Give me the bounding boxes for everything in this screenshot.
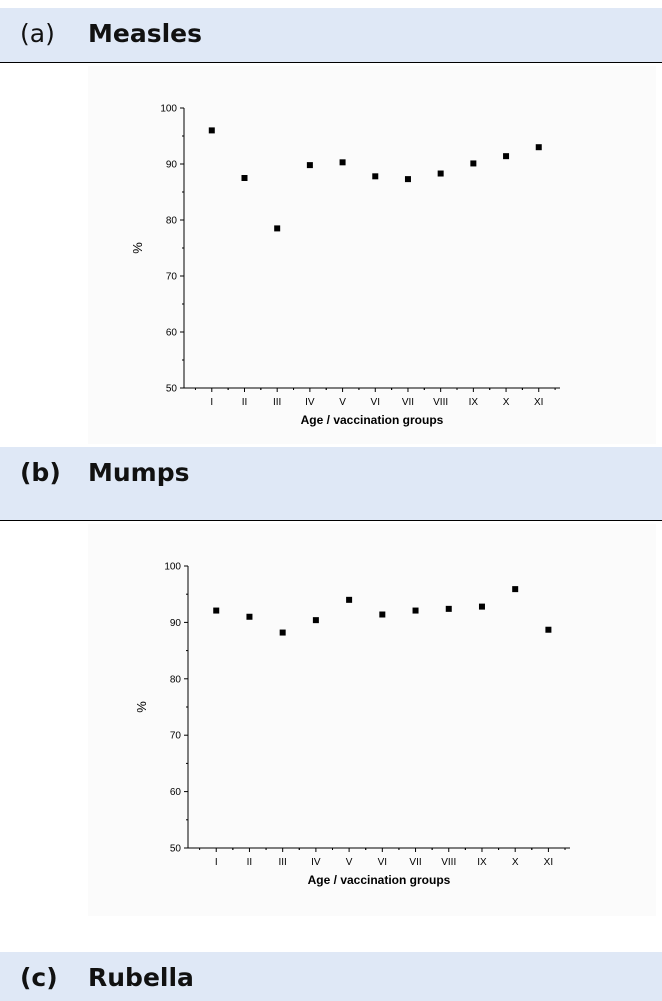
x-tick-label: IV — [311, 857, 321, 868]
y-tick-label: 50 — [166, 384, 178, 395]
plot-background — [88, 524, 656, 916]
data-point — [479, 604, 485, 610]
section-title: Mumps — [88, 458, 190, 487]
y-tick-label: 100 — [160, 104, 177, 115]
x-tick-label: VIII — [433, 397, 448, 408]
x-tick-label: I — [215, 857, 218, 868]
section-title: Measles — [88, 19, 202, 48]
data-point — [346, 597, 352, 603]
y-axis-label: % — [134, 701, 149, 713]
data-point — [209, 127, 215, 133]
data-point — [446, 606, 452, 612]
x-tick-label: VIII — [441, 857, 456, 868]
y-tick-label: 90 — [170, 618, 182, 629]
x-tick-label: II — [247, 857, 253, 868]
x-axis-label: Age / vaccination groups — [308, 873, 451, 887]
x-tick-label: VI — [371, 397, 380, 408]
y-tick-label: 50 — [170, 844, 182, 855]
data-point — [536, 144, 542, 150]
x-tick-label: X — [503, 397, 510, 408]
x-tick-label: IX — [469, 397, 479, 408]
data-point — [470, 160, 476, 166]
x-tick-label: VII — [402, 397, 414, 408]
section-header-rubella: (c) Rubella — [0, 952, 662, 1001]
data-point — [413, 608, 419, 614]
y-tick-label: 60 — [166, 328, 178, 339]
y-tick-label: 70 — [166, 272, 178, 283]
y-tick-label: 90 — [166, 160, 178, 171]
y-axis-label: % — [130, 242, 145, 254]
data-point — [340, 159, 346, 165]
x-tick-label: XI — [534, 397, 543, 408]
data-point — [503, 153, 509, 159]
data-point — [246, 614, 252, 620]
section-label: (b) — [20, 458, 61, 487]
x-tick-label: VII — [409, 857, 421, 868]
x-tick-label: III — [273, 397, 281, 408]
x-axis-label: Age / vaccination groups — [301, 413, 444, 427]
data-point — [545, 627, 551, 633]
mumps-chart-panel: 50 60 70 80 90 100 I II III IV V VI VII VIII IX X XI Age … — [88, 524, 656, 916]
x-tick-label: X — [512, 857, 519, 868]
data-point — [213, 608, 219, 614]
measles-chart-panel: 50 60 70 80 90 100 I II III IV V VI VII VIII IX X XI Age … — [88, 66, 656, 444]
data-point — [379, 612, 385, 618]
y-tick-label: 80 — [166, 216, 178, 227]
x-tick-label: IV — [305, 397, 315, 408]
data-point — [438, 171, 444, 177]
x-tick-label: V — [346, 857, 353, 868]
x-tick-label: II — [242, 397, 248, 408]
x-tick-label: XI — [544, 857, 553, 868]
section-divider — [0, 62, 662, 63]
y-tick-label: 60 — [170, 787, 182, 798]
data-point — [372, 173, 378, 179]
data-point — [512, 586, 518, 592]
section-label: (c) — [20, 963, 58, 992]
x-tick-label: VI — [378, 857, 387, 868]
y-tick-label: 80 — [170, 674, 182, 685]
data-point — [280, 630, 286, 636]
section-header-measles: (a) Measles — [0, 8, 662, 62]
y-tick-label: 70 — [170, 731, 182, 742]
x-tick-label: IX — [477, 857, 487, 868]
section-header-mumps: (b) Mumps — [0, 447, 662, 520]
section-label: (a) — [20, 19, 55, 48]
data-point — [307, 162, 313, 168]
section-divider — [0, 520, 662, 521]
x-tick-label: III — [278, 857, 286, 868]
section-title: Rubella — [88, 963, 194, 992]
x-tick-label: V — [339, 397, 346, 408]
data-point — [405, 176, 411, 182]
y-tick-label: 100 — [164, 562, 181, 573]
data-point — [313, 617, 319, 623]
data-point — [241, 175, 247, 181]
x-tick-label: I — [210, 397, 213, 408]
data-point — [274, 225, 280, 231]
